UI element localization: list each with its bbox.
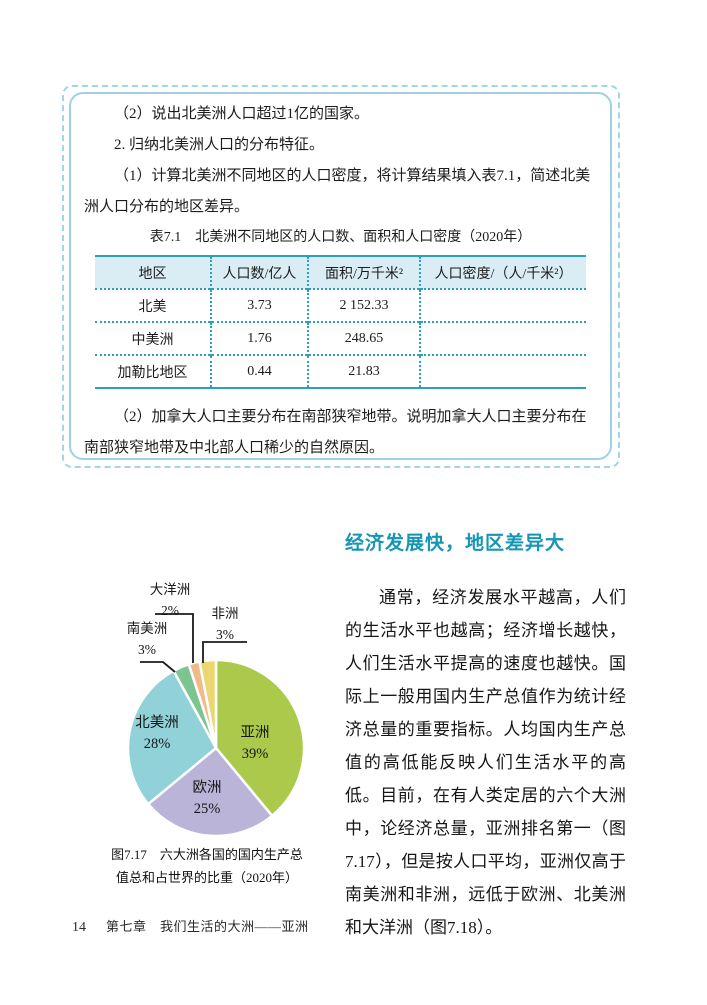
section-heading: 经济发展快，地区差异大 bbox=[345, 533, 566, 554]
cell-region: 中美洲 bbox=[95, 322, 212, 355]
pie-slice-北美洲 bbox=[126, 669, 218, 806]
pie-label-亚洲: 亚洲 39% bbox=[241, 725, 270, 762]
activity-box: （2）说出北美洲人口超过1亿的国家。 2. 归纳北美洲人口的分布特征。 （1）计… bbox=[62, 85, 620, 468]
page-number: 14 bbox=[72, 920, 86, 935]
cell-population: 3.73 bbox=[211, 289, 309, 322]
pie-slice-欧洲 bbox=[146, 746, 274, 838]
table-row: 加勒比地区 0.44 21.83 bbox=[95, 355, 586, 388]
table-header-region: 地区 bbox=[95, 256, 212, 289]
cell-area: 21.83 bbox=[308, 355, 421, 388]
cell-population: 0.44 bbox=[211, 355, 309, 388]
table-header-population: 人口数/亿人 bbox=[211, 256, 309, 289]
chapter-title: 第七章 我们生活的大洲——亚洲 bbox=[106, 919, 309, 934]
section-economy: 经济发展快，地区差异大 通常，经济发展水平越高，人们的生活水平也越高；经济增长越… bbox=[345, 528, 626, 944]
cell-area: 248.65 bbox=[308, 322, 421, 355]
activity-box-inner: （2）说出北美洲人口超过1亿的国家。 2. 归纳北美洲人口的分布特征。 （1）计… bbox=[69, 92, 612, 460]
table-header-density: 人口密度/（人/千米²） bbox=[434, 266, 573, 282]
pie-label-非洲: 非洲 3% bbox=[212, 606, 239, 642]
pie-slice-亚洲 bbox=[214, 658, 306, 818]
table-row: 北美 3.73 2 152.33 bbox=[95, 289, 586, 322]
cell-density-blank bbox=[420, 355, 586, 388]
table-header-area: 面积/万千米² bbox=[308, 256, 421, 289]
table-title: 表7.1 北美洲不同地区的人口数、面积和人口密度（2020年） bbox=[149, 230, 532, 245]
activity-question-1: （1）计算北美洲不同地区的人口密度，将计算结果填入表7.1，简述北美洲人口分布的… bbox=[84, 168, 591, 215]
cell-region: 加勒比地区 bbox=[95, 355, 212, 388]
cell-area: 2 152.33 bbox=[308, 289, 421, 322]
pie-label-北美洲: 北美洲 28% bbox=[135, 714, 179, 752]
figure-caption: 图7.17 六大洲各国的国内生产总 值总和占世界的比重（2020年） bbox=[92, 843, 322, 889]
page-footer: 14 第七章 我们生活的大洲——亚洲 bbox=[72, 916, 309, 936]
pie-label-欧洲: 欧洲 25% bbox=[193, 779, 222, 817]
population-table: 地区 人口数/亿人 面积/万千米² 人口密度/（人/千米²） 北美 3.73 2… bbox=[95, 255, 586, 389]
pie-label-大洋洲: 大洋洲 2% bbox=[150, 582, 191, 618]
table-row: 中美洲 1.76 248.65 bbox=[95, 322, 586, 355]
pie-leader-line-大洋洲 bbox=[155, 613, 194, 663]
figure-caption-line1: 图7.17 六大洲各国的国内生产总 bbox=[111, 847, 303, 862]
activity-question-canada: （2）加拿大人口主要分布在南部狭窄地带。说明加拿大人口主要分布在南部狭窄地带及中… bbox=[84, 409, 587, 456]
cell-density-blank bbox=[420, 289, 586, 322]
pie-label-南美洲: 南美洲 3% bbox=[127, 621, 168, 657]
activity-question-2: （2）说出北美洲人口超过1亿的国家。 bbox=[114, 106, 370, 122]
cell-population: 1.76 bbox=[211, 322, 309, 355]
activity-task-2: 2. 归纳北美洲人口的分布特征。 bbox=[114, 137, 325, 153]
pie-leader-line-非洲 bbox=[202, 641, 247, 663]
gdp-pie-chart: 亚洲 39% 欧洲 25% 北美洲 28% 南美洲 3%大洋洲 2% 非洲 3% bbox=[126, 582, 306, 838]
figure-caption-line2: 值总和占世界的比重（2020年） bbox=[115, 870, 298, 885]
pie-slice-非洲 bbox=[198, 658, 218, 750]
cell-density-blank bbox=[420, 322, 586, 355]
section-paragraph: 通常，经济发展水平越高，人们的生活水平也越高；经济增长越快，人们生活水平提高的速… bbox=[345, 588, 626, 937]
table-header-row: 地区 人口数/亿人 面积/万千米² 人口密度/（人/千米²） bbox=[95, 256, 586, 289]
cell-region: 北美 bbox=[95, 289, 212, 322]
pie-leader-line-南美洲 bbox=[140, 661, 176, 673]
